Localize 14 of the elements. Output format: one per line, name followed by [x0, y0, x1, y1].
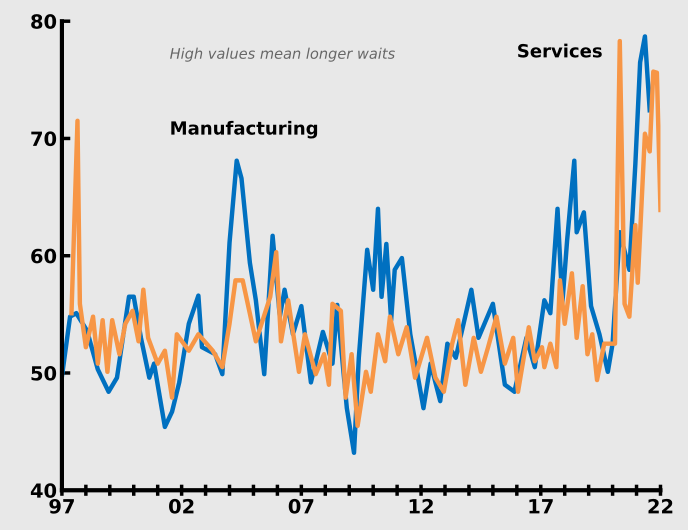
annotation: High values mean longer waits: [170, 48, 395, 62]
x-tick-label: 12: [410, 498, 433, 514]
x-tick-label: 17: [529, 499, 553, 514]
x-tick-label: 97: [49, 498, 74, 514]
x-tick-label: 22: [648, 498, 672, 514]
y-tick-label: 50: [32, 366, 56, 381]
y-tick-label: 40: [30, 483, 56, 498]
x-tick-label: 07: [288, 498, 314, 514]
series-label: Services: [518, 44, 602, 58]
series-label: Manufacturing: [171, 120, 318, 138]
y-tick-label: 70: [31, 131, 56, 146]
y-tick-label: 80: [31, 14, 56, 29]
x-tick-label: 02: [169, 498, 194, 514]
y-tick-label: 60: [31, 248, 56, 264]
